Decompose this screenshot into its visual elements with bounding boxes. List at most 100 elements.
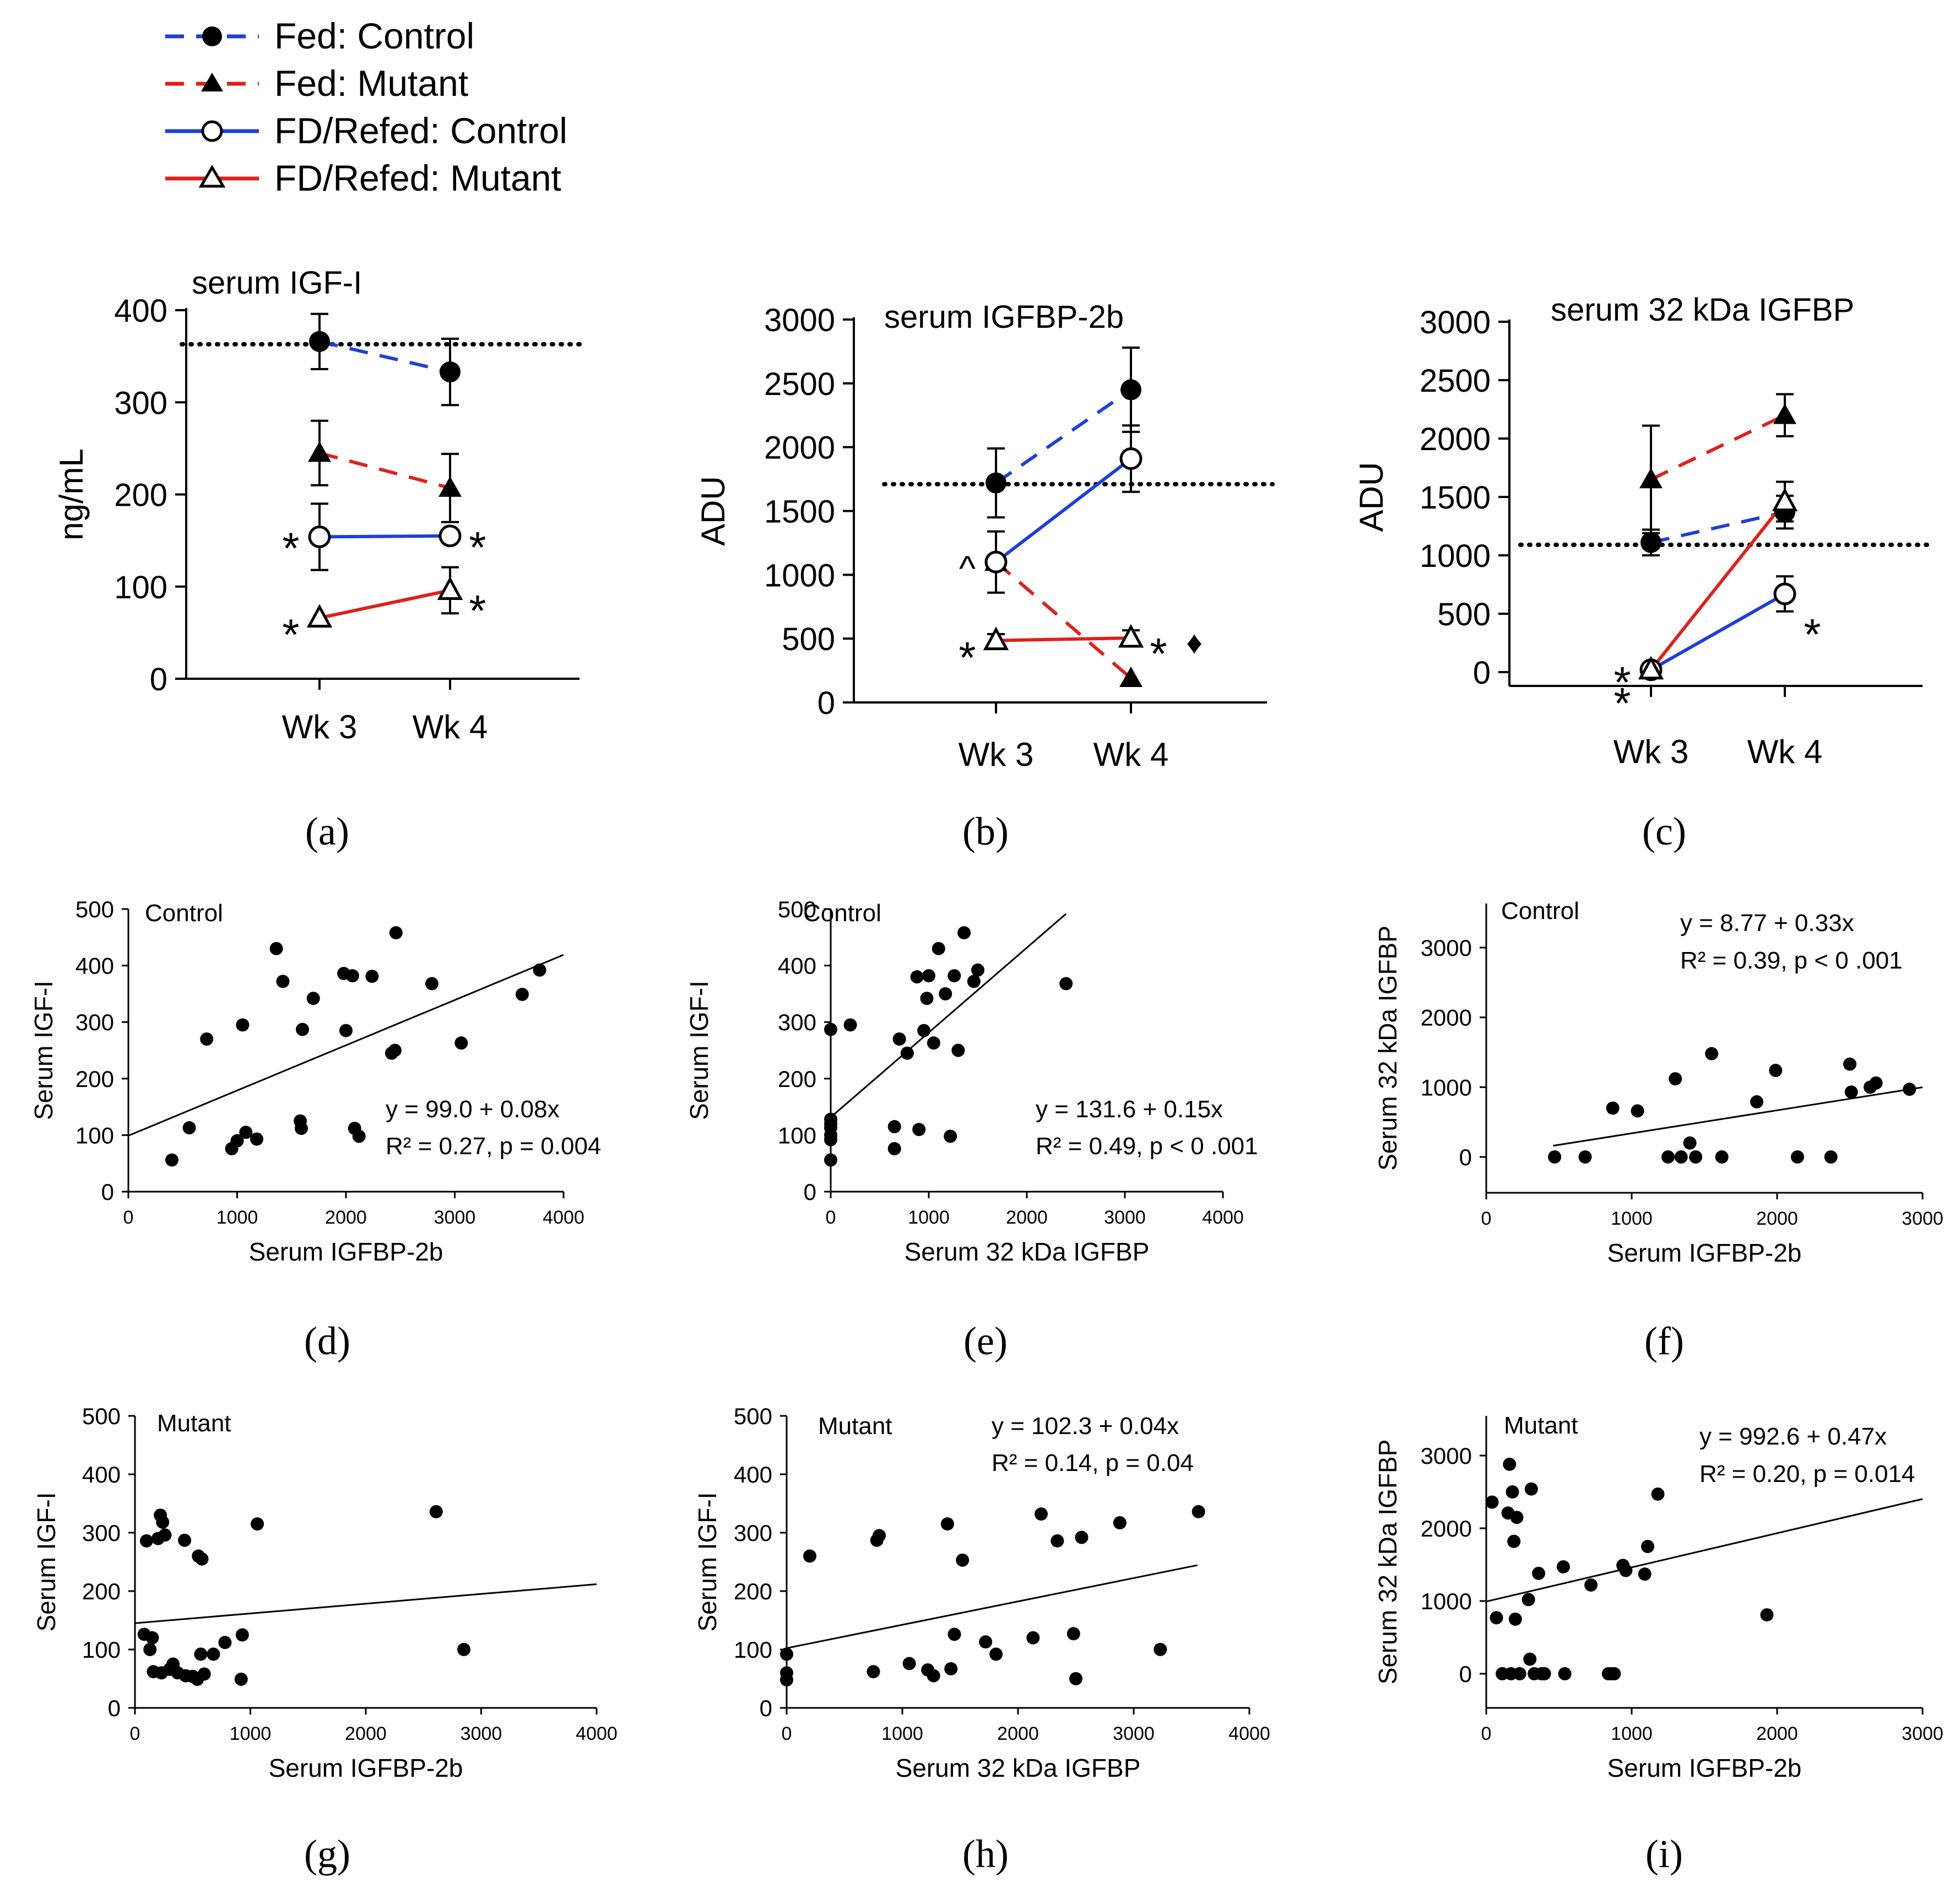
y-tick-label: 0 (101, 1179, 114, 1205)
series-line (319, 451, 451, 490)
panel-label-i: (i) (1645, 1832, 1683, 1876)
data-point (454, 1036, 468, 1050)
y-tick-label: 200 (734, 1578, 772, 1604)
series-line (995, 457, 1132, 564)
data-point (234, 1673, 248, 1686)
panel-label-h: (h) (962, 1832, 1009, 1876)
x-tick-label: 4000 (1202, 1207, 1244, 1228)
y-tick-label: 500 (1437, 597, 1491, 632)
x-tick-label: 3000 (434, 1207, 476, 1228)
data-point (1715, 1150, 1729, 1164)
y-tick-label: 400 (75, 953, 114, 979)
marker-triangle-filled (438, 476, 462, 497)
marker-triangle-open (306, 604, 333, 628)
panel-c-line-chart: 0 500 1000 1500 2000 2500 3000 Wk 3 Wk 4 serum 32… (1353, 292, 1930, 770)
y-tick-label: 300 (734, 1520, 772, 1546)
significance-mark: ^ (959, 549, 976, 588)
regression-equation: y = 99.0 + 0.08x (386, 1096, 560, 1123)
x-tick-label: 2000 (345, 1723, 387, 1744)
marker-circle-open (438, 524, 462, 548)
data-point (940, 1517, 954, 1531)
data-point (1705, 1047, 1719, 1061)
data-point (1607, 1667, 1621, 1680)
data-point (887, 1120, 901, 1134)
chart-title: serum IGF-I (192, 265, 362, 301)
data-point (951, 1043, 965, 1057)
data-point (1523, 1652, 1537, 1666)
x-tick-label: 2000 (1006, 1207, 1048, 1228)
x-tick-label: 1000 (1611, 1208, 1653, 1229)
data-point (867, 1665, 880, 1679)
regression-equation: y = 102.3 + 0.04x (992, 1413, 1179, 1440)
data-point (1638, 1567, 1652, 1581)
data-point (824, 1112, 837, 1126)
group-label: Control (803, 900, 881, 927)
legend-entry-fdrefed-control: FD/Refed: Control (165, 110, 567, 151)
y-tick-label: 0 (108, 1695, 121, 1721)
data-point (956, 1553, 970, 1567)
y-tick-label: 0 (1473, 655, 1491, 691)
regression-line (1553, 1086, 1923, 1147)
marker-circle-filled (440, 361, 461, 383)
significance-mark: * (959, 633, 976, 682)
y-axis-label: Serum IGF-I (32, 1492, 61, 1631)
legend-marker-circle-open (201, 120, 223, 142)
data-point (917, 1024, 931, 1037)
data-point (388, 1043, 402, 1057)
legend-entry-fdrefed-mutant: FD/Refed: Mutant (165, 158, 561, 198)
y-tick-label: 3000 (1421, 935, 1472, 961)
y-tick-label: 100 (734, 1637, 772, 1663)
y-tick-label: 500 (82, 1403, 121, 1429)
data-point (1035, 1507, 1048, 1521)
data-point (922, 969, 935, 983)
regression-line (134, 1583, 597, 1624)
x-tick-label: 3000 (1902, 1208, 1943, 1229)
data-point (207, 1647, 220, 1661)
y-tick-label: 100 (778, 1122, 816, 1148)
data-point (971, 963, 984, 977)
data-point (139, 1534, 153, 1548)
data-point (158, 1528, 172, 1542)
y-tick-label: 1000 (1421, 1074, 1472, 1100)
marker-triangle-open (1638, 656, 1664, 680)
significance-mark: * (469, 523, 486, 572)
significance-mark: ♦ (1186, 625, 1203, 661)
x-tick-label: Wk 4 (1747, 733, 1823, 770)
x-tick-label: 0 (130, 1723, 140, 1744)
y-tick-label: 300 (114, 385, 167, 421)
marker-triangle-filled (308, 441, 331, 462)
data-point (197, 1667, 211, 1681)
data-point (944, 1662, 958, 1675)
data-point (365, 970, 379, 983)
y-tick-label: 200 (778, 1066, 816, 1092)
marker-circle-open (1119, 447, 1143, 470)
data-point (1558, 1667, 1572, 1680)
series-line (319, 534, 451, 539)
data-point (947, 969, 961, 983)
panel-label-d: (d) (304, 1319, 350, 1363)
data-point (195, 1552, 209, 1566)
y-tick-label: 1000 (1421, 1588, 1472, 1614)
data-point (1113, 1516, 1127, 1529)
data-point (803, 1549, 816, 1563)
data-point (230, 1134, 244, 1148)
legend-label: FD/Refed: Mutant (274, 158, 561, 198)
legend-entry-fed-control: Fed: Control (165, 15, 474, 56)
legend-marker-triangle-open (198, 165, 226, 188)
y-tick-label: 0 (1459, 1661, 1472, 1687)
y-tick-label: 2000 (764, 430, 835, 466)
data-point (1192, 1505, 1205, 1518)
regression-stats: R² = 0.27, p = 0.004 (386, 1133, 601, 1160)
data-point (1619, 1564, 1633, 1577)
data-point (145, 1631, 159, 1645)
data-point (912, 1123, 926, 1137)
data-point (1669, 1072, 1682, 1086)
y-tick-label: 400 (778, 953, 816, 979)
data-point (143, 1643, 157, 1656)
data-point (1641, 1540, 1655, 1553)
data-point (1869, 1076, 1883, 1090)
data-point (182, 1121, 196, 1135)
regression-line (1486, 1498, 1923, 1603)
data-point (1522, 1593, 1535, 1607)
series-line (319, 339, 451, 374)
